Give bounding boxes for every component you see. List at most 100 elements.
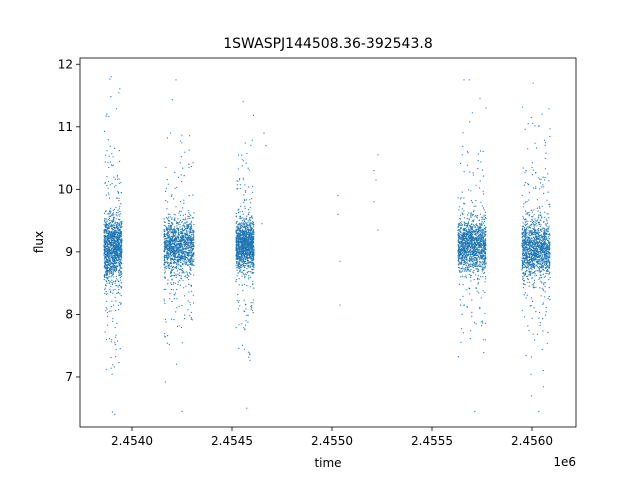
data-point [110, 266, 112, 269]
data-point [115, 242, 117, 244]
data-point [107, 250, 109, 252]
data-point [108, 217, 110, 220]
data-point [238, 263, 240, 265]
data-point [188, 247, 190, 249]
data-point [111, 236, 113, 238]
data-point [114, 229, 116, 231]
data-point [462, 132, 464, 134]
data-point [106, 245, 108, 248]
data-point [118, 234, 120, 237]
data-point [463, 210, 465, 212]
data-point [248, 264, 250, 266]
data-point [105, 261, 107, 263]
data-point [246, 257, 248, 259]
data-point [104, 264, 106, 266]
data-point [238, 260, 240, 262]
data-point [238, 179, 241, 181]
data-point [176, 270, 178, 272]
data-point [117, 229, 119, 231]
data-point [176, 307, 178, 309]
data-point [175, 239, 177, 241]
data-point [250, 247, 252, 249]
data-point [167, 231, 169, 233]
data-point [118, 197, 120, 199]
data-point [237, 233, 239, 235]
data-point [179, 245, 182, 247]
data-point [190, 228, 192, 230]
data-point [238, 300, 240, 302]
data-point [244, 255, 246, 257]
data-point [470, 230, 472, 232]
data-point [180, 251, 182, 253]
data-point [115, 261, 118, 263]
data-point [240, 259, 243, 261]
data-point [120, 295, 122, 297]
data-point [467, 229, 470, 231]
data-point [481, 169, 484, 171]
data-point [192, 248, 194, 250]
data-point [189, 254, 191, 256]
data-point [171, 99, 173, 101]
data-point [109, 259, 111, 261]
data-point [185, 237, 187, 239]
data-point [462, 295, 464, 297]
data-point [168, 225, 170, 227]
data-point [185, 247, 187, 249]
data-point [119, 267, 122, 269]
data-point [121, 250, 123, 252]
data-point [484, 214, 486, 216]
data-point [116, 247, 118, 249]
data-point [119, 293, 121, 295]
data-point [239, 223, 241, 225]
data-point [104, 292, 106, 295]
data-point [179, 243, 181, 245]
data-point [169, 230, 171, 232]
data-point [240, 243, 242, 245]
data-point [477, 214, 479, 217]
data-point [241, 222, 243, 224]
data-point [181, 225, 183, 227]
data-point [105, 338, 108, 341]
data-point [243, 266, 245, 269]
data-point [476, 223, 478, 225]
data-point [460, 271, 462, 273]
data-point [247, 251, 249, 253]
data-point [167, 261, 169, 263]
data-point [167, 241, 169, 243]
data-point [114, 326, 116, 329]
data-point [482, 322, 484, 324]
data-point [112, 265, 114, 267]
data-point [180, 174, 182, 176]
data-point [187, 240, 189, 242]
data-point [104, 262, 106, 264]
data-point [244, 218, 246, 220]
data-point [121, 287, 123, 289]
data-point [245, 236, 247, 238]
data-point [240, 257, 242, 259]
data-point [104, 249, 106, 251]
data-point [164, 234, 166, 236]
data-point [106, 241, 108, 243]
data-point [170, 195, 173, 197]
data-point [188, 238, 190, 240]
data-point [166, 233, 168, 235]
data-point [477, 153, 479, 155]
data-point [119, 215, 121, 217]
data-point [188, 149, 190, 151]
data-point [240, 266, 242, 268]
data-point [109, 268, 111, 270]
data-point [250, 216, 252, 219]
data-point [183, 247, 186, 249]
data-point [117, 258, 119, 260]
data-point [238, 230, 240, 232]
data-point [166, 238, 168, 240]
data-point [112, 209, 114, 212]
data-point [238, 240, 240, 242]
data-point [177, 221, 179, 223]
data-point [479, 242, 481, 245]
data-point [250, 308, 252, 310]
data-point [163, 242, 165, 244]
data-point [118, 92, 120, 94]
data-point [120, 279, 122, 281]
data-point [189, 225, 191, 227]
